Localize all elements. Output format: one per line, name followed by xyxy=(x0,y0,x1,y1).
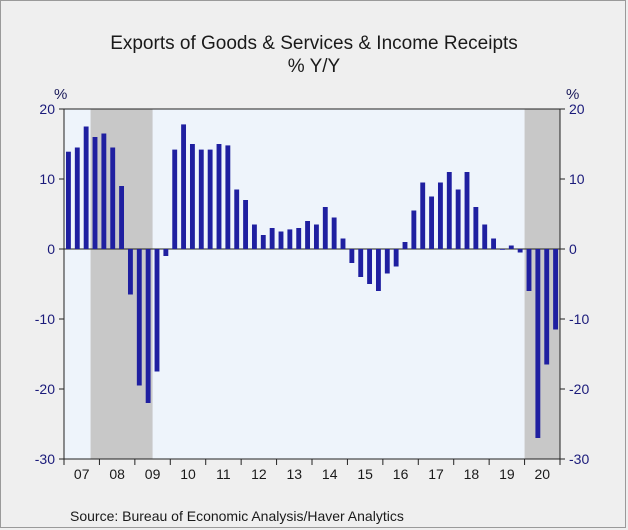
bar xyxy=(189,144,195,249)
bar xyxy=(172,149,178,249)
x-tick-label: 09 xyxy=(145,466,161,482)
x-tick-label: 13 xyxy=(286,466,302,482)
bar xyxy=(313,224,319,249)
bar xyxy=(260,235,266,249)
bar xyxy=(251,224,257,249)
bar xyxy=(517,249,523,253)
chart-subtitle: % Y/Y xyxy=(287,56,341,77)
bar xyxy=(384,249,390,274)
bar xyxy=(331,217,337,249)
y-tick-label-left: -10 xyxy=(35,311,55,327)
x-tick-label: 10 xyxy=(180,466,196,482)
bar xyxy=(491,238,497,249)
bar xyxy=(455,189,461,249)
bar xyxy=(464,172,470,249)
chart-title: Exports of Goods & Services & Income Rec… xyxy=(110,33,518,54)
y-tick-label-left: 0 xyxy=(47,241,55,257)
x-tick-label: 19 xyxy=(499,466,515,482)
bar xyxy=(83,126,89,249)
bar xyxy=(65,151,71,249)
bar xyxy=(110,147,116,249)
recession-shade xyxy=(90,109,153,459)
bar xyxy=(145,249,151,403)
bar xyxy=(340,238,346,249)
bar xyxy=(305,221,311,249)
y-tick-label-left: -20 xyxy=(35,381,55,397)
x-tick-label: 18 xyxy=(464,466,480,482)
x-tick-label: 12 xyxy=(251,466,267,482)
y-tick-label-left: -30 xyxy=(35,451,55,467)
x-tick-label: 20 xyxy=(534,466,550,482)
bar xyxy=(473,207,479,249)
bar xyxy=(207,149,213,249)
bar xyxy=(127,249,133,295)
bar xyxy=(234,189,240,249)
y-tick-label-right: 20 xyxy=(569,101,585,117)
x-tick-label: 16 xyxy=(393,466,409,482)
y-tick-label-right: 0 xyxy=(569,241,577,257)
bar xyxy=(420,182,426,249)
bar xyxy=(499,249,505,250)
x-tick-label: 15 xyxy=(357,466,373,482)
bar xyxy=(482,224,488,249)
bar xyxy=(74,147,80,249)
x-tick-label: 07 xyxy=(74,466,90,482)
left-axis-unit: % xyxy=(54,86,68,103)
bar xyxy=(181,124,187,249)
y-tick-label-left: 10 xyxy=(39,171,55,187)
bar xyxy=(136,249,142,386)
bar xyxy=(322,207,328,249)
y-tick-label-right: -10 xyxy=(569,311,589,327)
bar xyxy=(411,210,417,249)
bar xyxy=(429,196,435,249)
bar xyxy=(349,249,355,263)
bar xyxy=(101,133,107,249)
bar xyxy=(278,231,284,249)
bar xyxy=(269,228,275,249)
bar xyxy=(402,242,408,249)
x-tick-label: 17 xyxy=(428,466,444,482)
bar xyxy=(154,249,160,372)
bar xyxy=(216,144,222,249)
x-tick-label: 11 xyxy=(216,466,231,482)
bar xyxy=(544,249,550,365)
y-tick-label-right: 10 xyxy=(569,171,585,187)
bar xyxy=(119,186,125,249)
bar xyxy=(296,228,302,249)
bar xyxy=(225,145,231,249)
bar xyxy=(526,249,532,291)
bar xyxy=(446,172,452,249)
source-note: Source: Bureau of Economic Analysis/Have… xyxy=(70,508,404,524)
bar xyxy=(553,249,559,330)
bar xyxy=(198,149,204,249)
bar xyxy=(243,200,249,249)
bar xyxy=(535,249,541,438)
bar xyxy=(92,137,98,249)
bar xyxy=(437,182,443,249)
bar xyxy=(508,245,514,249)
bar xyxy=(375,249,381,291)
y-tick-label-right: -20 xyxy=(569,381,589,397)
bar xyxy=(393,249,399,267)
y-tick-label-right: -30 xyxy=(569,451,589,467)
bar xyxy=(287,229,293,249)
bar xyxy=(358,249,364,277)
right-axis-unit: % xyxy=(566,86,580,103)
bar xyxy=(163,249,169,256)
x-tick-label: 14 xyxy=(322,466,338,482)
x-tick-label: 08 xyxy=(109,466,125,482)
y-tick-label-left: 20 xyxy=(39,101,55,117)
bar xyxy=(367,249,373,284)
